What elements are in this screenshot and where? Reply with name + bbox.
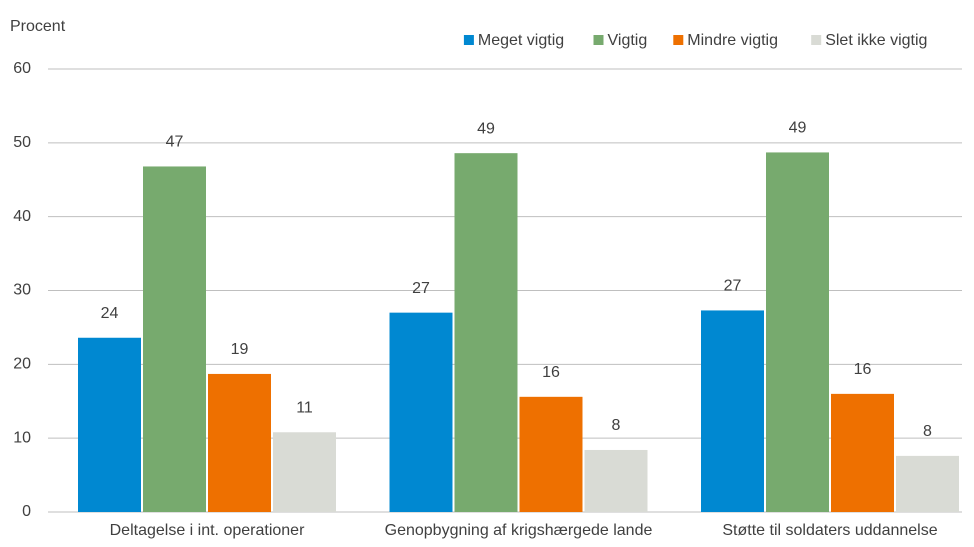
x-tick-label: Støtte til soldaters uddannelse [722, 522, 937, 539]
legend-label: Vigtig [608, 32, 648, 49]
bar [701, 310, 764, 512]
value-label: 8 [923, 423, 932, 440]
y-tick-label: 20 [13, 356, 31, 373]
value-label: 49 [477, 120, 495, 137]
y-tick-label: 10 [13, 429, 31, 446]
bar [831, 393, 894, 512]
x-tick-label: Genopbygning af krigshærgede lande [385, 522, 653, 539]
y-tick-label: 40 [13, 208, 31, 225]
bar [208, 373, 271, 512]
value-label: 49 [789, 120, 807, 137]
legend-swatch [811, 35, 822, 45]
legend-swatch [673, 35, 684, 45]
bar [78, 337, 141, 512]
value-label: 16 [854, 361, 872, 378]
y-tick-label: 0 [22, 503, 31, 520]
y-axis-label: Procent [10, 18, 66, 35]
value-label: 47 [166, 134, 184, 151]
bar [389, 312, 453, 512]
value-label: 19 [231, 341, 249, 358]
bar [273, 432, 336, 512]
bar [766, 152, 829, 512]
legend-swatch [463, 35, 474, 45]
value-label: 8 [612, 417, 621, 434]
legend-label: Slet ikke vigtig [825, 32, 927, 49]
y-tick-label: 60 [13, 60, 31, 77]
value-label: 11 [296, 399, 313, 416]
bar [519, 396, 583, 512]
bar [584, 449, 648, 512]
bar [896, 455, 959, 512]
value-label: 27 [412, 280, 430, 297]
value-label: 16 [542, 364, 560, 381]
bar [143, 166, 206, 512]
value-label: 27 [724, 278, 742, 295]
y-tick-label: 50 [13, 134, 31, 151]
legend-label: Meget vigtig [478, 32, 564, 49]
value-label: 24 [101, 305, 119, 322]
x-tick-label: Deltagelse i int. operationer [110, 522, 305, 539]
y-tick-label: 30 [13, 282, 31, 299]
bar [454, 153, 518, 513]
legend-swatch [593, 35, 604, 45]
legend-label: Mindre vigtig [687, 32, 778, 49]
